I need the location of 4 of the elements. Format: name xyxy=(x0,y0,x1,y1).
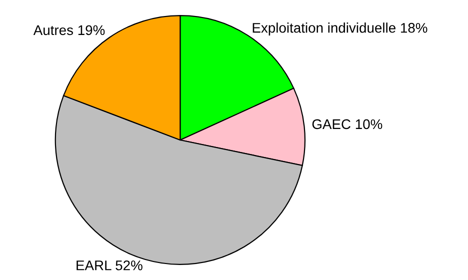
slice-label: GAEC 10% xyxy=(312,119,382,130)
slice-label: EARL 52% xyxy=(76,260,142,270)
slice-label: Exploitation individuelle 18% xyxy=(252,22,428,36)
slice-label: Autres 19% xyxy=(33,25,105,36)
